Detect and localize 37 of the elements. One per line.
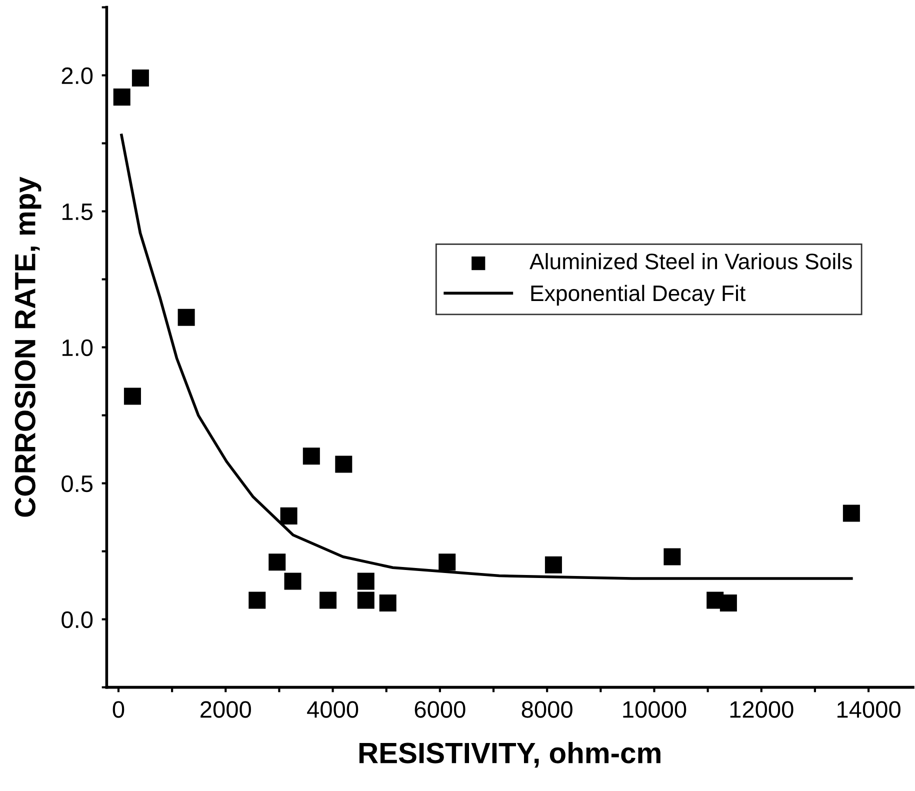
x-tick-label: 8000: [522, 701, 572, 718]
point: [302, 448, 320, 465]
point: [357, 572, 374, 590]
point: [284, 572, 302, 590]
x-axis-title: RESISTIVITY, ohm-cm: [359, 742, 660, 768]
point: [132, 70, 149, 87]
x-tick-label: 12000: [730, 701, 794, 718]
point: [379, 594, 396, 612]
x-tick-label: 14000: [838, 701, 900, 718]
point: [720, 594, 737, 612]
point: [248, 592, 266, 609]
point: [335, 456, 352, 473]
legend-label: Exponential Decay Fit: [531, 284, 746, 306]
point: [268, 554, 286, 571]
point: [664, 548, 681, 566]
point: [438, 554, 456, 571]
y-tick-label: 1.5: [62, 204, 93, 220]
point: [280, 507, 298, 524]
y-axis-title: CORROSION RATE, mpy: [14, 176, 42, 517]
point: [842, 504, 860, 522]
y-tick-label: 2.0: [62, 67, 93, 84]
x-tick-label: 6000: [414, 701, 466, 718]
x-tick-label: 10000: [623, 701, 686, 718]
y-tick-label: 1.0: [62, 339, 93, 356]
point: [113, 88, 130, 106]
point: [320, 592, 337, 609]
x-tick-label: 2000: [200, 701, 251, 718]
point: [357, 592, 374, 609]
y-tick-label: 0.0: [62, 611, 93, 628]
line-series: [120, 134, 853, 580]
point: [544, 556, 562, 574]
point: [178, 308, 195, 326]
point: [124, 388, 141, 405]
x-tick-label: 4000: [307, 701, 358, 718]
legend-label: Aluminized Steel in Various Soils: [530, 253, 852, 270]
x-tick-label: 0: [112, 701, 124, 718]
y-tick-label: 0.5: [62, 475, 93, 492]
